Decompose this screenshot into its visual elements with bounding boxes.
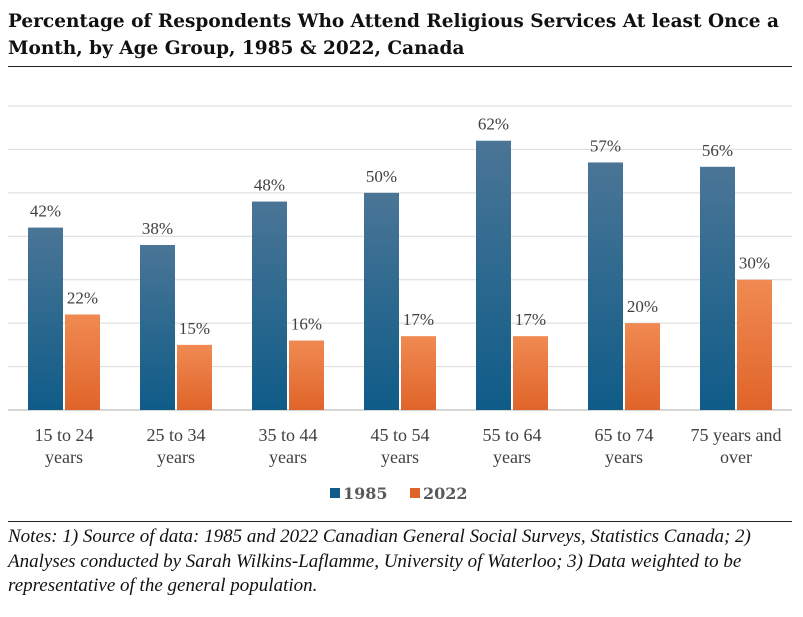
value-label-2022-4: 17%	[403, 310, 434, 329]
x-tick-label: years	[381, 447, 419, 467]
bar-1985-2	[140, 244, 175, 410]
value-label-2022-5: 17%	[515, 310, 546, 329]
value-label-2022-3: 16%	[291, 315, 322, 334]
title-divider	[8, 66, 792, 67]
bar-1985-3	[252, 201, 287, 410]
bar-2022-1	[65, 314, 100, 410]
bar-chart: 42% 22% 38% 15% 48% 16% 50% 17% 62% 17% 57% 20% 56% 3…	[8, 105, 792, 503]
value-label-1985-2: 38%	[142, 219, 173, 238]
value-label-1985-1: 42%	[30, 202, 61, 221]
x-tick-label: 25 to 34	[146, 425, 205, 445]
x-tick-label: over	[720, 447, 752, 467]
bar-2022-5	[513, 336, 548, 410]
x-tick-label: 75 years and	[691, 425, 782, 445]
value-label-1985-3: 48%	[254, 176, 285, 195]
legend-label-2022: 2022	[423, 484, 468, 503]
bar-1985-1	[28, 227, 63, 410]
bar-1985-4	[364, 192, 399, 410]
bar-2022-4	[401, 336, 436, 410]
x-tick-label: years	[45, 447, 83, 467]
bar-2022-2	[177, 344, 212, 410]
value-label-1985-4: 50%	[366, 167, 397, 186]
x-tick-label: 45 to 54	[370, 425, 429, 445]
value-label-2022-6: 20%	[627, 297, 658, 316]
x-tick-label: years	[269, 447, 307, 467]
x-tick-label: 65 to 74	[594, 425, 653, 445]
x-tick-label: years	[157, 447, 195, 467]
value-label-1985-7: 56%	[702, 141, 733, 160]
gridlines	[8, 105, 792, 411]
notes-divider	[8, 521, 792, 522]
bar-1985-5	[476, 140, 511, 410]
x-tick-label: 35 to 44	[258, 425, 317, 445]
bars	[28, 140, 772, 410]
value-label-2022-7: 30%	[739, 254, 770, 273]
notes-text: Notes: 1) Source of data: 1985 and 2022 …	[8, 526, 751, 596]
bar-1985-6	[588, 162, 623, 410]
legend: 1985 2022	[330, 484, 468, 503]
legend-label-1985: 1985	[343, 484, 388, 503]
value-labels: 42% 22% 38% 15% 48% 16% 50% 17% 62% 17% 57% 20% 56% 3…	[30, 115, 770, 338]
chart-title: Percentage of Respondents Who Attend Rel…	[8, 11, 779, 59]
x-tick-label: 15 to 24	[34, 425, 93, 445]
value-label-1985-6: 57%	[590, 136, 621, 155]
legend-swatch-1985	[330, 488, 340, 498]
bar-2022-6	[625, 323, 660, 410]
bar-2022-7	[737, 279, 772, 410]
value-label-2022-1: 22%	[67, 288, 98, 307]
bar-1985-7	[700, 166, 735, 410]
x-tick-label: years	[605, 447, 643, 467]
x-tick-label: years	[493, 447, 531, 467]
value-label-2022-2: 15%	[179, 319, 210, 338]
legend-swatch-2022	[410, 488, 420, 498]
bar-2022-3	[289, 340, 324, 410]
value-label-1985-5: 62%	[478, 115, 509, 134]
x-tick-label: 55 to 64	[482, 425, 541, 445]
